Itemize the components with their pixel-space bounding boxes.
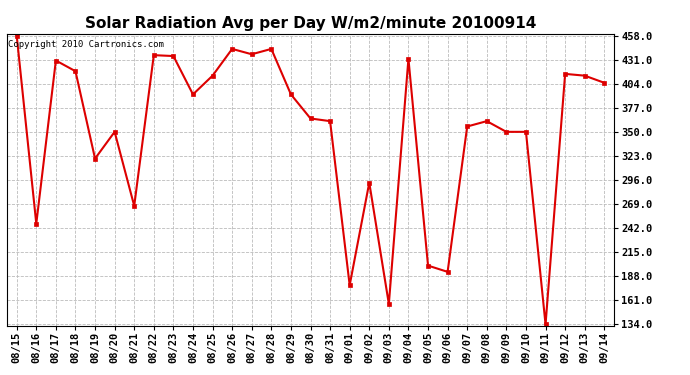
Title: Solar Radiation Avg per Day W/m2/minute 20100914: Solar Radiation Avg per Day W/m2/minute … [85, 16, 536, 31]
Text: Copyright 2010 Cartronics.com: Copyright 2010 Cartronics.com [8, 40, 164, 49]
